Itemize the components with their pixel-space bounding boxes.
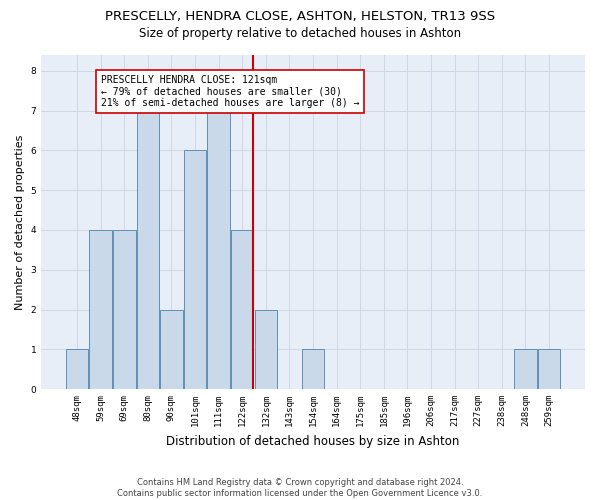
Bar: [514, 350, 536, 389]
Bar: [254, 310, 277, 389]
Bar: [538, 350, 560, 389]
Bar: [160, 310, 183, 389]
Y-axis label: Number of detached properties: Number of detached properties: [15, 134, 25, 310]
Text: PRESCELLY, HENDRA CLOSE, ASHTON, HELSTON, TR13 9SS: PRESCELLY, HENDRA CLOSE, ASHTON, HELSTON…: [105, 10, 495, 23]
Bar: [184, 150, 206, 389]
Bar: [137, 110, 159, 389]
X-axis label: Distribution of detached houses by size in Ashton: Distribution of detached houses by size …: [166, 434, 460, 448]
Bar: [302, 350, 324, 389]
Bar: [208, 110, 230, 389]
Bar: [89, 230, 112, 389]
Text: Size of property relative to detached houses in Ashton: Size of property relative to detached ho…: [139, 28, 461, 40]
Bar: [113, 230, 136, 389]
Text: PRESCELLY HENDRA CLOSE: 121sqm
← 79% of detached houses are smaller (30)
21% of : PRESCELLY HENDRA CLOSE: 121sqm ← 79% of …: [101, 75, 359, 108]
Bar: [231, 230, 253, 389]
Text: Contains HM Land Registry data © Crown copyright and database right 2024.
Contai: Contains HM Land Registry data © Crown c…: [118, 478, 482, 498]
Bar: [66, 350, 88, 389]
